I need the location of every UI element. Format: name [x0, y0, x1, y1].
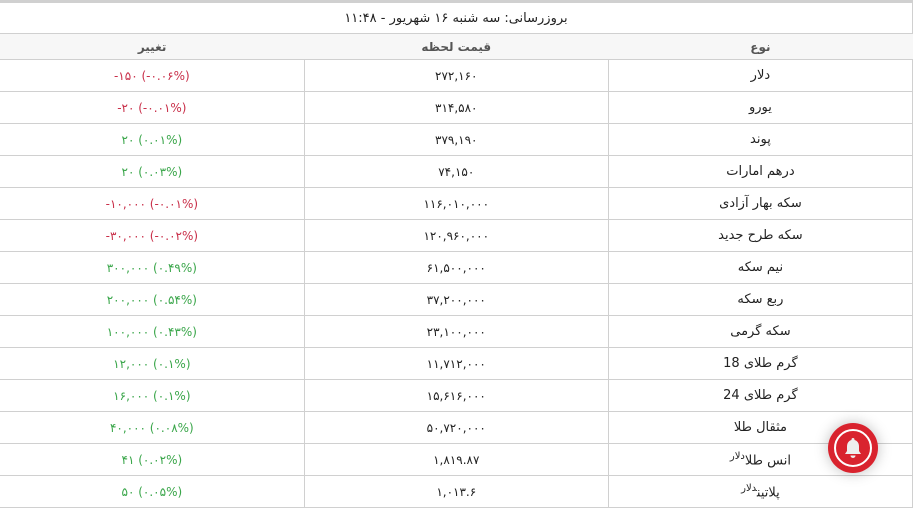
asset-change: ۳۰۰,۰۰۰ (۰.۴۹%)	[0, 251, 305, 284]
asset-change: -۱۵۰ (-۰.۰۶%)	[0, 59, 305, 92]
table-row: سکه بهار آزادی ۱۱۶,۰۱۰,۰۰۰ -۱۰,۰۰۰ (-۰.۰۱%…	[0, 187, 914, 220]
column-price: قیمت لحظه	[304, 33, 609, 60]
table-row: انس طلادلار ۱,۸۱۹.۸۷ ۴۱ (۰.۰۲%)	[0, 443, 914, 476]
table-row: پلاتیندلار ۱,۰۱۳.۶ ۵۰ (۰.۰۵%)	[0, 475, 914, 508]
asset-name: پوند	[607, 123, 914, 156]
asset-price: ۱,۰۱۳.۶	[303, 475, 609, 508]
asset-unit: دلار	[741, 482, 757, 494]
asset-label: سکه گرمی	[730, 324, 791, 339]
asset-label: درهم امارات	[726, 164, 795, 179]
asset-change: -۲۰ (-۰.۰۱%)	[0, 91, 305, 124]
asset-change: -۱۰,۰۰۰ (-۰.۰۱%)	[0, 187, 305, 220]
asset-label: سکه طرح جدید	[718, 228, 803, 243]
asset-price: ۲۳,۱۰۰,۰۰۰	[303, 315, 609, 348]
asset-price: ۳۷۹,۱۹۰	[303, 123, 609, 156]
asset-change: ۱۶,۰۰۰ (۰.۱%)	[0, 379, 305, 412]
asset-label: یورو	[748, 100, 772, 115]
asset-label: دلار	[750, 68, 771, 83]
asset-name: ربع سکه	[607, 283, 914, 316]
table-row: سکه گرمی ۲۳,۱۰۰,۰۰۰ ۱۰۰,۰۰۰ (۰.۴۳%)	[0, 315, 914, 348]
asset-label: گرم طلای 24	[723, 388, 798, 403]
asset-name: پلاتیندلار	[607, 475, 914, 508]
asset-change: ۵۰ (۰.۰۵%)	[0, 475, 305, 508]
asset-label: مثقال طلا	[733, 420, 787, 435]
asset-change: -۳۰,۰۰۰ (-۰.۰۲%)	[0, 219, 305, 252]
notification-bell-button[interactable]	[828, 423, 878, 473]
last-updated: بروزرسانی: سه شنبه ۱۶ شهریور - ۱۱:۴۸	[0, 2, 913, 34]
asset-name: یورو	[607, 91, 914, 124]
asset-price: ۷۴,۱۵۰	[303, 155, 609, 188]
asset-price: ۱۲۰,۹۶۰,۰۰۰	[303, 219, 609, 252]
table-row: نیم سکه ۶۱,۵۰۰,۰۰۰ ۳۰۰,۰۰۰ (۰.۴۹%)	[0, 251, 914, 284]
bell-icon	[845, 438, 861, 458]
table-row: درهم امارات ۷۴,۱۵۰ ۲۰ (۰.۰۳%)	[0, 155, 914, 188]
bell-ring	[834, 429, 872, 467]
table-row: یورو ۳۱۴,۵۸۰ -۲۰ (-۰.۰۱%)	[0, 91, 914, 124]
asset-label: ربع سکه	[737, 292, 784, 307]
asset-price: ۱۵,۶۱۶,۰۰۰	[303, 379, 609, 412]
asset-name: نیم سکه	[607, 251, 914, 284]
table-row: دلار ۲۷۲,۱۶۰ -۱۵۰ (-۰.۰۶%)	[0, 59, 914, 92]
asset-unit: دلار	[729, 450, 745, 462]
table-row: ربع سکه ۳۷,۲۰۰,۰۰۰ ۲۰۰,۰۰۰ (۰.۵۴%)	[0, 283, 914, 316]
asset-name: سکه بهار آزادی	[607, 187, 914, 220]
asset-price: ۶۱,۵۰۰,۰۰۰	[303, 251, 609, 284]
table-row: پوند ۳۷۹,۱۹۰ ۲۰ (۰.۰۱%)	[0, 123, 914, 156]
asset-change: ۱۲,۰۰۰ (۰.۱%)	[0, 347, 305, 380]
table-row: گرم طلای 18 ۱۱,۷۱۲,۰۰۰ ۱۲,۰۰۰ (۰.۱%)	[0, 347, 914, 380]
asset-price: ۲۷۲,۱۶۰	[303, 59, 609, 92]
asset-price: ۱,۸۱۹.۸۷	[303, 443, 609, 476]
asset-change: ۴۰,۰۰۰ (۰.۰۸%)	[0, 411, 305, 444]
asset-name: درهم امارات	[607, 155, 914, 188]
asset-price: ۱۱,۷۱۲,۰۰۰	[303, 347, 609, 380]
asset-price: ۱۱۶,۰۱۰,۰۰۰	[303, 187, 609, 220]
asset-label: گرم طلای 18	[723, 356, 798, 371]
asset-price: ۵۰,۷۲۰,۰۰۰	[303, 411, 609, 444]
asset-name: سکه گرمی	[607, 315, 914, 348]
asset-name: دلار	[607, 59, 914, 92]
column-change: تغییر	[0, 33, 305, 60]
asset-label: پلاتین	[756, 485, 780, 501]
asset-name: سکه طرح جدید	[607, 219, 914, 252]
asset-change: ۲۰۰,۰۰۰ (۰.۵۴%)	[0, 283, 305, 316]
asset-label: انس طلا	[744, 453, 791, 469]
table-row: مثقال طلا ۵۰,۷۲۰,۰۰۰ ۴۰,۰۰۰ (۰.۰۸%)	[0, 411, 914, 444]
asset-change: ۲۰ (۰.۰۱%)	[0, 123, 305, 156]
asset-price: ۳۷,۲۰۰,۰۰۰	[303, 283, 609, 316]
table-row: سکه طرح جدید ۱۲۰,۹۶۰,۰۰۰ -۳۰,۰۰۰ (-۰.۰۲%)	[0, 219, 914, 252]
asset-label: پوند	[750, 132, 771, 147]
asset-label: نیم سکه	[737, 260, 784, 275]
asset-price: ۳۱۴,۵۸۰	[303, 91, 609, 124]
asset-change: ۱۰۰,۰۰۰ (۰.۴۳%)	[0, 315, 305, 348]
asset-label: سکه بهار آزادی	[719, 196, 802, 211]
asset-change: ۲۰ (۰.۰۳%)	[0, 155, 305, 188]
table-header: نوع قیمت لحظه تغییر	[0, 33, 913, 60]
asset-name: گرم طلای 24	[607, 379, 914, 412]
asset-change: ۴۱ (۰.۰۲%)	[0, 443, 305, 476]
asset-name: گرم طلای 18	[607, 347, 914, 380]
column-type: نوع	[608, 33, 913, 60]
table-row: گرم طلای 24 ۱۵,۶۱۶,۰۰۰ ۱۶,۰۰۰ (۰.۱%)	[0, 379, 914, 412]
